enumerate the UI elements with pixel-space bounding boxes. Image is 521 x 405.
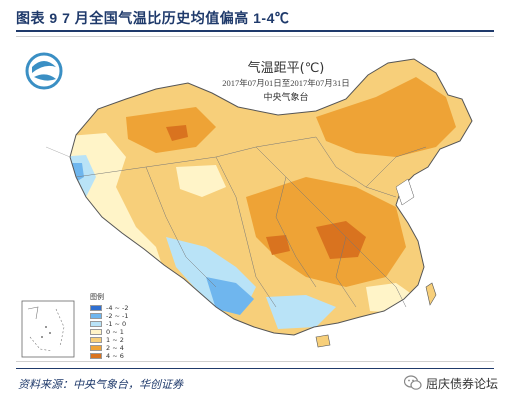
wechat-label: 屈庆债券论坛 [426,376,499,391]
hainan [315,334,331,348]
legend-label: -2 ~ -1 [106,312,129,320]
legend-item: 4 ~ 6 [90,352,152,360]
bohai-sea [395,178,415,206]
legend-label: 2 ~ 4 [106,344,124,352]
legend-swatch [90,345,102,351]
legend-label: -1 ~ 0 [106,320,127,328]
legend-item: 0 ~ 1 [90,328,152,336]
title-rule [16,30,494,32]
legend-label: 4 ~ 6 [106,352,124,360]
china-anomaly-map [21,52,473,358]
figure-title: 图表 9 7 月全国气温比历史均值偏高 1-4℃ [16,10,290,26]
legend-swatch [90,329,102,335]
wechat-account: 屈庆债券论坛 [404,374,498,392]
legend-swatch [90,321,102,327]
legend-label: 0 ~ 1 [106,328,124,336]
source-note: 资料来源：中央气象台，华创证券 [18,378,183,391]
south-china-sea-inset [21,300,75,358]
neighbour-border [45,146,71,158]
legend-label: -4 ~ -2 [106,304,129,312]
legend-swatch [90,337,102,343]
map-date-range: 2017年07月01日至2017年07月31日 [222,78,350,88]
map-legend: 图例 -4 ~ -2 -2 ~ -1 -1 ~ 0 0 ~ 1 1 ~ 2 2 … [90,292,152,360]
legend-item: 1 ~ 2 [90,336,152,344]
china-border [69,58,473,336]
legend-item: -1 ~ 0 [90,320,152,328]
legend-item: 2 ~ 4 [90,344,152,352]
legend-swatch [90,305,102,311]
legend-label: 1 ~ 2 [106,336,124,344]
legend-swatch [90,353,102,359]
province-boundaries [75,136,427,308]
footer-rule [16,368,494,369]
legend-swatch [90,313,102,319]
map-title: 气温距平(℃) [247,61,325,76]
legend-item: -4 ~ -2 [90,304,152,312]
cma-logo [25,52,63,90]
wechat-icon [404,375,422,390]
legend-title: 图例 [90,293,104,301]
map-issuer: 中央气象台 [263,93,309,103]
map-figure: 气温距平(℃) 2017年07月01日至2017年07月31日 中央气象台 图例… [16,36,494,362]
legend-item: -2 ~ -1 [90,312,152,320]
taiwan [425,282,437,306]
